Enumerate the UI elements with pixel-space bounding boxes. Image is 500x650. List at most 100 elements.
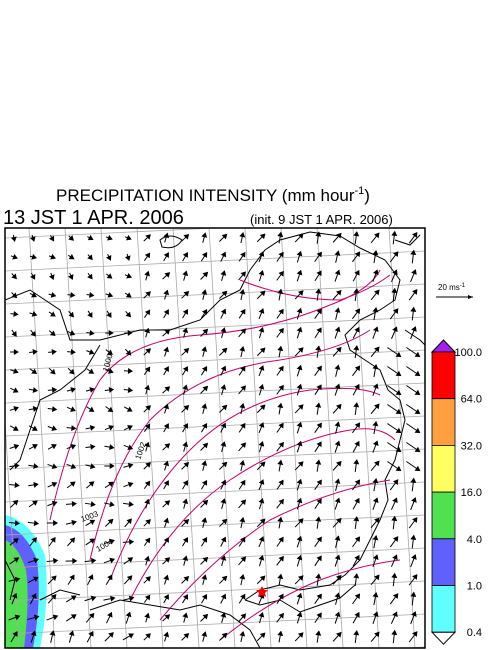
arrow-head xyxy=(144,537,151,544)
arrow-head xyxy=(163,574,170,581)
arrow-head xyxy=(51,349,57,355)
arrow-head xyxy=(106,312,112,318)
arrow-head xyxy=(127,368,133,374)
wind-arrow xyxy=(406,366,421,377)
arrow-head xyxy=(48,235,55,242)
arrow-head xyxy=(258,326,265,333)
wind-arrow xyxy=(67,574,75,585)
wind-arrow xyxy=(86,368,95,374)
wind-arrow xyxy=(67,330,76,336)
arrow-head xyxy=(220,593,227,600)
arrow-head xyxy=(49,311,56,317)
arrow-head xyxy=(164,386,171,392)
wind-arrow xyxy=(239,630,246,643)
wind-arrow xyxy=(389,593,399,605)
arrow-head xyxy=(164,557,171,563)
colorbar-bottom xyxy=(430,631,457,645)
arrow-head xyxy=(201,365,208,372)
arrow-head xyxy=(297,575,304,581)
wind-arrow xyxy=(65,595,77,603)
wind-arrow xyxy=(219,518,228,527)
wind-arrow xyxy=(11,592,18,605)
arrow-head xyxy=(163,309,169,315)
wind-arrow xyxy=(372,420,379,435)
arrow-head xyxy=(145,234,151,240)
arrow-head xyxy=(296,592,303,599)
arrow-head xyxy=(239,231,246,238)
colorbar-label: 32.0 xyxy=(461,440,482,452)
wind-arrow xyxy=(410,534,417,549)
arrow-head xyxy=(278,270,284,277)
arrow-head xyxy=(315,573,322,579)
arrow-head xyxy=(259,632,266,639)
wind-arrow xyxy=(258,308,265,320)
meridian xyxy=(28,228,56,648)
arrow-head xyxy=(31,425,38,431)
wind-arrow xyxy=(9,538,19,546)
arrow-head xyxy=(31,292,37,298)
arrow-head xyxy=(29,236,36,242)
wind-arrow xyxy=(408,232,418,244)
wind-arrow xyxy=(143,576,151,584)
arrow-head xyxy=(10,236,17,242)
wind-arrow xyxy=(406,347,421,358)
arrow-head xyxy=(12,253,18,260)
arrow-head xyxy=(182,270,189,277)
colorbar-segment xyxy=(431,351,456,400)
colorbar-label: 4.0 xyxy=(467,534,482,546)
wind-arrow xyxy=(123,481,134,488)
wind-arrow xyxy=(258,440,265,453)
arrow-head xyxy=(163,537,169,543)
wind-arrow xyxy=(143,594,151,603)
wind-arrow xyxy=(334,250,341,263)
arrow-head xyxy=(221,404,228,411)
arrow-head xyxy=(316,441,322,448)
wind-arrow xyxy=(387,442,402,453)
wind-arrow xyxy=(314,536,322,547)
arrow-head xyxy=(31,593,37,599)
arrow-head xyxy=(182,480,189,486)
wind-arrow xyxy=(372,383,379,396)
arrow-head xyxy=(334,592,341,598)
arrow-head xyxy=(31,311,38,317)
wind-arrow xyxy=(314,270,322,282)
arrow-head xyxy=(13,538,19,544)
wind-arrow xyxy=(410,554,417,568)
arrow-head xyxy=(90,443,96,450)
colorbar-label: 0.4 xyxy=(467,627,482,639)
wind-arrow xyxy=(144,384,151,395)
arrow-head xyxy=(334,478,341,484)
arrow-head xyxy=(201,479,208,486)
arrow-head xyxy=(89,291,95,298)
wind-arrow xyxy=(163,366,169,376)
parallel xyxy=(5,481,425,503)
wind-arrow xyxy=(86,330,95,336)
wind-arrow xyxy=(181,404,190,413)
arrow-head xyxy=(201,460,208,466)
arrow-head xyxy=(183,461,190,468)
wind-arrow xyxy=(9,462,20,469)
wind-arrow xyxy=(68,272,74,280)
arrow-head xyxy=(145,519,151,525)
wind-arrow xyxy=(353,402,360,416)
colorbar-top xyxy=(430,339,457,353)
wind-arrow xyxy=(390,611,398,624)
wind-arrow xyxy=(315,402,322,415)
arrow-head xyxy=(127,462,134,469)
arrow-head xyxy=(278,384,284,391)
arrow-head xyxy=(372,592,379,598)
wind-arrow xyxy=(352,251,361,263)
arrow-head xyxy=(89,538,96,544)
arrow-head xyxy=(354,611,360,618)
arrow-head xyxy=(125,234,132,241)
arrow-head xyxy=(72,557,78,564)
arrow-head xyxy=(50,594,57,600)
arrow-head xyxy=(183,348,190,354)
wind-arrow xyxy=(9,425,19,431)
wind-arrow xyxy=(48,330,56,337)
arrow-head xyxy=(220,441,227,447)
arrow-head xyxy=(353,573,360,579)
arrow-head xyxy=(316,365,322,372)
wind-arrow xyxy=(182,309,188,319)
arrow-head xyxy=(163,517,170,524)
